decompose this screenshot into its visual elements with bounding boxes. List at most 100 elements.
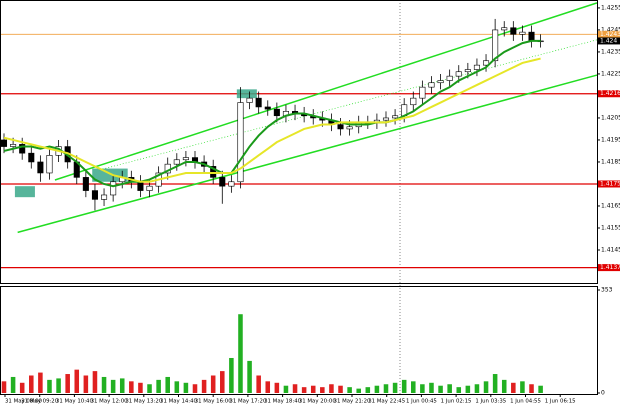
x-tick-label: 31 May 18:40 [264, 399, 302, 405]
candle-body [28, 152, 35, 163]
volume-bar [329, 384, 334, 393]
candle-body [110, 181, 117, 196]
volume-bar [483, 381, 489, 393]
zone [14, 186, 35, 198]
x-tick-label: 1 Jun 00:45 [406, 399, 437, 405]
candle-body [219, 177, 226, 187]
y-tick-label: 1.4255 [601, 4, 620, 11]
y-tick-label: 1.4185 [601, 158, 620, 165]
y-tick-label: 1.4195 [601, 136, 620, 143]
price-panel: 1.4255 1.4245 1.4235 1.4225 1.4205 1.4195 1.41… [0, 2, 620, 269]
candle-body [10, 144, 17, 147]
trendline [17, 74, 598, 234]
candle-body [346, 126, 353, 130]
volume-bar [438, 385, 443, 393]
volume-bar [283, 385, 289, 393]
candle-body [337, 124, 344, 130]
level-label: 1.4175 [600, 180, 620, 187]
y-tick-label: 1.4145 [601, 246, 620, 253]
zone [92, 168, 128, 182]
candle-body [237, 102, 244, 183]
level-label: 1.424 [600, 37, 617, 44]
volume-bar [301, 387, 307, 393]
candle-body [392, 115, 399, 119]
level-label-box [598, 264, 620, 272]
candle-body [228, 181, 235, 187]
x-tick-label: 31 May 21:20 [334, 399, 372, 405]
candle-body [273, 108, 280, 117]
volume-bar [529, 384, 534, 393]
x-tick-label: 1 Jun 03:35 [475, 399, 506, 405]
volume-tick-label: 353 [601, 287, 613, 294]
level-label-box [598, 37, 620, 45]
candle-body [264, 106, 271, 110]
volume-bar [465, 385, 471, 393]
volume-bar [474, 384, 480, 393]
x-tick-label: 31 May 10:40 [56, 399, 94, 405]
volume-bar [456, 387, 462, 393]
candle-body [410, 97, 417, 106]
x-tick-label: 31 May 08:00 [5, 399, 43, 405]
x-tick-label: 1 Jun 04:55 [510, 399, 541, 405]
volume-bar [147, 384, 152, 393]
candle-body [210, 166, 217, 178]
candle-body [101, 194, 108, 200]
candle-body [473, 64, 480, 70]
x-tick-label: 31 May 12:00 [91, 399, 129, 405]
candle-body [446, 75, 453, 81]
candle-body [19, 144, 26, 154]
volume-bar [165, 376, 170, 393]
volume-bar [38, 372, 43, 393]
volume-bar [229, 357, 234, 393]
volume-bar [129, 381, 134, 393]
volume-bar [10, 376, 16, 393]
volume-bar [338, 385, 343, 393]
y-tick-label: 1.4155 [601, 224, 620, 231]
volume-bar [83, 375, 89, 393]
candle-body [483, 60, 490, 66]
candle-body [501, 27, 508, 31]
volume-bar [247, 360, 252, 393]
level-label-box [598, 90, 620, 98]
candle-body [137, 181, 144, 191]
level-label-box [598, 30, 620, 38]
volume-bar [538, 385, 543, 393]
volume-bar [420, 384, 425, 393]
candle-body [91, 190, 98, 200]
candle-body [0, 139, 8, 147]
volume-bar [56, 378, 61, 393]
volume-bar [401, 379, 407, 393]
price-frame [0, 0, 598, 284]
volume-bar [492, 374, 498, 393]
volume-bar [265, 381, 271, 393]
candle-body [510, 27, 517, 35]
volume-bar [447, 384, 452, 393]
x-tick-label: 31 May 17:20 [229, 399, 267, 405]
candle-body [437, 80, 444, 84]
candle-body [455, 71, 462, 77]
moving-average [3, 57, 541, 183]
volume-bar [220, 371, 225, 393]
candle-body [382, 117, 390, 121]
candle-body [419, 86, 426, 99]
candle-body [519, 31, 526, 35]
volume-bar [310, 385, 316, 393]
y-tick-label: 1.4205 [601, 114, 620, 121]
x-tick-label: 31 May 16:00 [195, 399, 233, 405]
volume-bar [174, 381, 180, 393]
trendline [54, 2, 598, 181]
candle-body [246, 97, 253, 103]
volume-bar [411, 381, 416, 393]
volume-bar [92, 371, 98, 393]
candle-body [146, 185, 153, 191]
volume-bar [110, 379, 116, 393]
volume-bar [392, 382, 398, 393]
x-tick-label: 1 Jun 06:15 [545, 399, 576, 405]
y-tick-label: 1.4165 [601, 202, 620, 209]
volume-bar [292, 384, 298, 393]
volume-bar [520, 381, 525, 393]
candle-body [464, 69, 471, 73]
candle-body [173, 159, 180, 165]
